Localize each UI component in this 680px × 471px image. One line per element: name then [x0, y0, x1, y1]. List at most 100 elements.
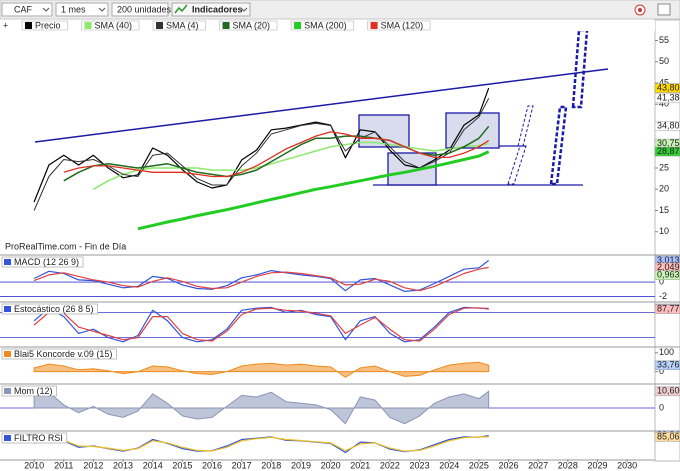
- y-tick-label: 0: [659, 366, 664, 376]
- panel: -2 0 3,01312,04920,9639 MACD (12 26 9): [0, 254, 680, 301]
- legend-entry: [367, 20, 431, 31]
- y-tick-label: 25: [659, 162, 669, 172]
- panel: 89,43387,779Estocástico (26 8 5): [0, 301, 680, 343]
- price-tag: [654, 386, 680, 397]
- projection: [517, 105, 534, 147]
- x-tick-label: 2011: [54, 460, 73, 470]
- indicators-icon: [174, 4, 188, 14]
- series-line: [63, 131, 490, 178]
- legend-swatch: [370, 22, 378, 29]
- panel-title: Blai5 Koncorde v.09 (15): [14, 349, 112, 359]
- panel-title: Mom (12): [14, 386, 53, 396]
- x-tick-label: 2024: [439, 460, 459, 470]
- y-tick-label: 40: [659, 99, 669, 109]
- price-tag-label: 43,80: [657, 82, 680, 92]
- x-tick-label: 2014: [143, 460, 163, 470]
- price-tag-label: 33,763: [657, 360, 680, 370]
- trend-line: [34, 68, 609, 143]
- price-tag: [654, 270, 680, 280]
- price-tag: [654, 304, 680, 314]
- price-tag: [654, 432, 680, 442]
- x-tick-label: 2023: [410, 460, 430, 470]
- x-tick-label: 2012: [83, 460, 103, 470]
- price-tag-label: 34,805: [657, 121, 680, 131]
- y-tick-label: 45: [659, 77, 669, 87]
- period[interactable]: 1 mes: [61, 4, 86, 14]
- legend-entry: [219, 20, 278, 31]
- y-tick-label: 55: [659, 35, 669, 45]
- series-line: [33, 307, 489, 342]
- panel-icon: [4, 388, 11, 394]
- price-tag-label: 2,0492: [657, 262, 680, 272]
- x-tick-label: 2027: [528, 460, 548, 470]
- series-line: [33, 306, 489, 343]
- panel: 1015202530354045505543,8041,38834,80530,…: [33, 35, 680, 236]
- panel-title-box: [1, 432, 68, 444]
- price-tag-label: 85,066: [657, 431, 680, 441]
- legend-entry: [21, 20, 68, 31]
- units[interactable]: 200 unidades: [117, 4, 172, 14]
- series-area: [33, 390, 490, 425]
- panel-icon: [4, 259, 11, 265]
- y-tick-label: 10: [659, 226, 669, 236]
- panel-title-box: [1, 385, 57, 397]
- close-icon[interactable]: [657, 3, 671, 16]
- projection: [549, 105, 568, 186]
- indicators-button[interactable]: [171, 2, 251, 17]
- series-line: [33, 87, 490, 203]
- legend-label: SMA (40): [95, 20, 133, 30]
- panel: 0 100 33,763 Blai5 Koncorde v.09 (15): [0, 346, 680, 378]
- y-tick-label: 20: [659, 184, 669, 194]
- x-tick-label: 2019: [291, 460, 311, 470]
- y-tick-label: 0: [659, 402, 664, 412]
- indicators[interactable]: Indicadores: [192, 4, 243, 14]
- legend-swatch: [84, 22, 92, 29]
- x-tick-label: 2010: [24, 460, 44, 470]
- toolbar: CAF 1 mes 200 unidades Indicadores: [0, 0, 680, 20]
- period-dropdown[interactable]: [55, 2, 109, 17]
- legend-swatch: [294, 22, 302, 29]
- price-tag-label: 30,754: [657, 138, 680, 148]
- y-tick-label: 100: [659, 347, 674, 357]
- panel-title: MACD (12 26 9): [14, 257, 79, 267]
- panel-icon: [4, 435, 11, 441]
- price-tag-label: 0,9639: [657, 270, 680, 280]
- source: ProRealTime.com - Fin de Día: [5, 241, 126, 251]
- symbol-dropdown[interactable]: [1, 2, 53, 17]
- panel-title-box: [1, 348, 117, 360]
- legend-label: Precio: [35, 20, 61, 30]
- legend-swatch: [25, 22, 32, 29]
- legend-label: SMA (4): [166, 20, 199, 30]
- price-tag-label: 3,0131: [657, 255, 680, 265]
- units-dropdown[interactable]: [111, 2, 169, 17]
- panel-icon: [4, 306, 11, 312]
- y-tick-label: -2: [659, 291, 667, 301]
- legend-swatch: [222, 22, 230, 29]
- panel: 0 10,600 Mom (12): [0, 383, 680, 425]
- panel: 89,84885,066FILTRO RSI: [0, 430, 680, 454]
- price-tag: [654, 83, 680, 93]
- price-tag-label: 10,600: [657, 386, 680, 396]
- alert-dot: [638, 8, 642, 12]
- panel-title-box: [1, 256, 84, 268]
- price-tag: [654, 121, 680, 132]
- legend-swatch: [156, 22, 164, 29]
- symbol[interactable]: CAF: [14, 4, 33, 14]
- legend-entry: [81, 20, 140, 31]
- series-area: [33, 361, 490, 378]
- panel-title: Estocástico (26 8 5): [14, 304, 94, 314]
- legend-add: +: [3, 20, 8, 30]
- box: [387, 152, 437, 186]
- x-tick-label: 2018: [261, 460, 281, 470]
- x-tick-label: 2016: [202, 460, 222, 470]
- x-tick-label: 2021: [350, 460, 370, 470]
- legend-label: SMA (120): [381, 20, 424, 30]
- price-tag-label: 28,87: [657, 146, 680, 156]
- x-tick-label: 2017: [232, 460, 252, 470]
- price-tag: [654, 93, 680, 104]
- series-line: [93, 141, 489, 190]
- dropdown-arrow: [240, 7, 248, 12]
- y-tick-label: 0: [659, 276, 664, 286]
- legend-entry: [152, 20, 206, 31]
